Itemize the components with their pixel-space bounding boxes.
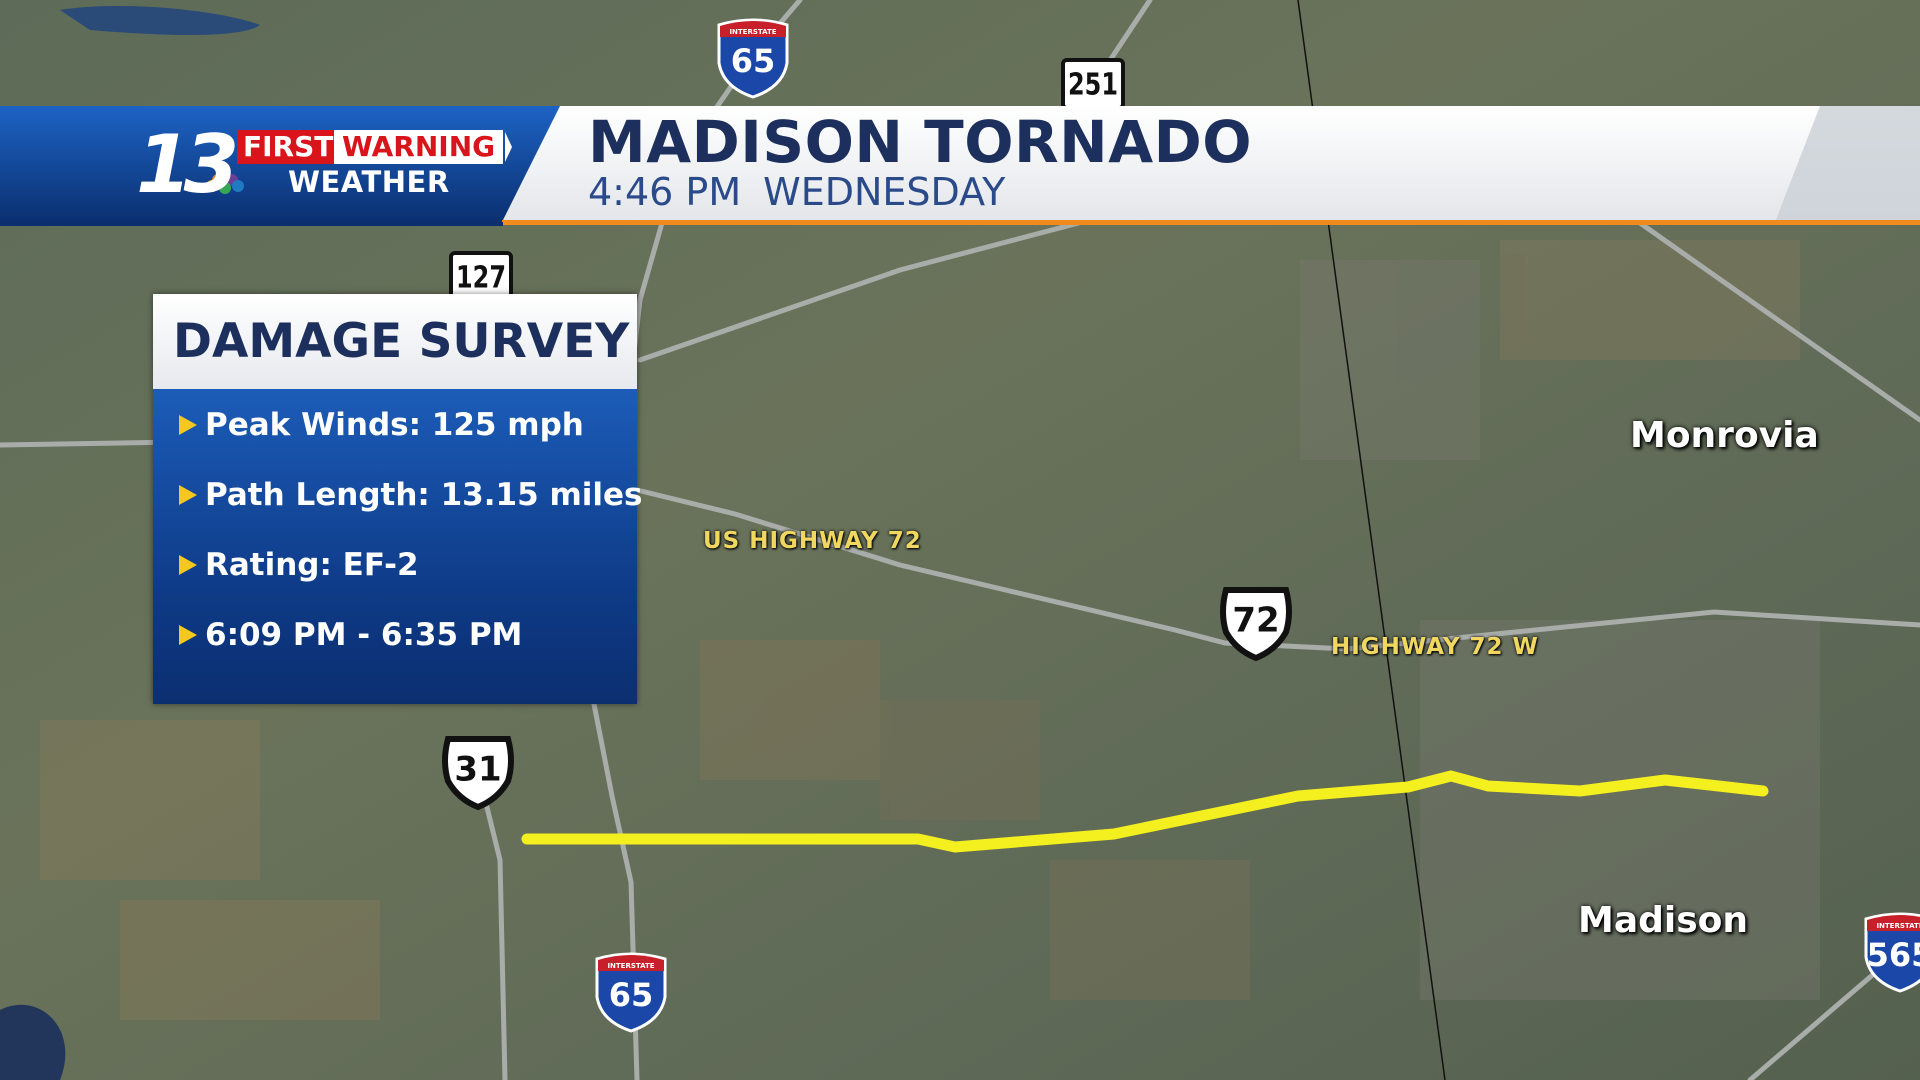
water	[60, 5, 260, 35]
survey-box: DAMAGE SURVEY Peak Winds: 125 mph Path Le…	[153, 294, 642, 704]
us-shield	[1220, 587, 1292, 662]
survey-item: Rating: EF-2	[153, 539, 637, 609]
interstate-shield	[1864, 912, 1920, 993]
shield-number: 251	[1068, 68, 1118, 103]
shield-number: 65	[609, 976, 654, 1014]
logo-weather: WEATHER	[288, 165, 450, 199]
interstate-band	[598, 955, 664, 971]
shield-number: 565	[1867, 936, 1920, 974]
header-panel	[502, 106, 1920, 222]
shield-number: 127	[456, 261, 506, 296]
us-shield	[442, 736, 514, 811]
fields	[40, 240, 1820, 1020]
shield-label: INTERSTATE	[1876, 922, 1920, 930]
water	[0, 1004, 66, 1080]
time: 4:46 PM	[588, 170, 742, 214]
survey-item: Peak Winds: 125 mph	[153, 399, 637, 469]
interstate-band	[1867, 915, 1920, 931]
shield-number: 65	[731, 42, 776, 80]
road-label: US HIGHWAY 72	[703, 528, 922, 554]
day: WEDNESDAY	[763, 170, 1006, 214]
survey-item: Path Length: 13.15 miles	[153, 469, 642, 539]
place-label: Madison	[1578, 900, 1749, 941]
header-accent	[1775, 106, 1920, 222]
survey-body: Peak Winds: 125 mph Path Length: 13.15 mi…	[153, 389, 642, 704]
place-label: Monrovia	[1630, 415, 1819, 456]
interstate-shield	[595, 952, 667, 1033]
logo-first: FIRST	[237, 130, 340, 164]
interstate-band	[720, 21, 786, 37]
shield-label: INTERSTATE	[607, 962, 654, 970]
shield-number: 72	[1232, 601, 1279, 641]
survey-title: DAMAGE SURVEY	[153, 294, 637, 389]
road-label: HIGHWAY 72 W	[1331, 634, 1539, 660]
logo-chevron	[505, 132, 512, 162]
logo-number: 13	[136, 118, 239, 211]
header-rule	[0, 222, 503, 226]
header-rule	[502, 220, 1920, 225]
shield-label: INTERSTATE	[729, 28, 776, 36]
subtitle: 4:46 PM WEDNESDAY	[588, 170, 1005, 214]
survey-item: 6:09 PM - 6:35 PM	[153, 609, 637, 679]
peacock	[206, 172, 244, 194]
title: MADISON TORNADO	[588, 108, 1253, 176]
header-brand	[0, 106, 560, 226]
shields: INTERSTATE 65 251 127 72 31 INTERSTATE 65 INTERS…	[442, 18, 1920, 1033]
interstate-shield	[717, 18, 789, 99]
tornado-path	[521, 770, 1769, 853]
logo-warning: WARNING	[334, 130, 504, 164]
shield-number: 31	[454, 750, 501, 790]
